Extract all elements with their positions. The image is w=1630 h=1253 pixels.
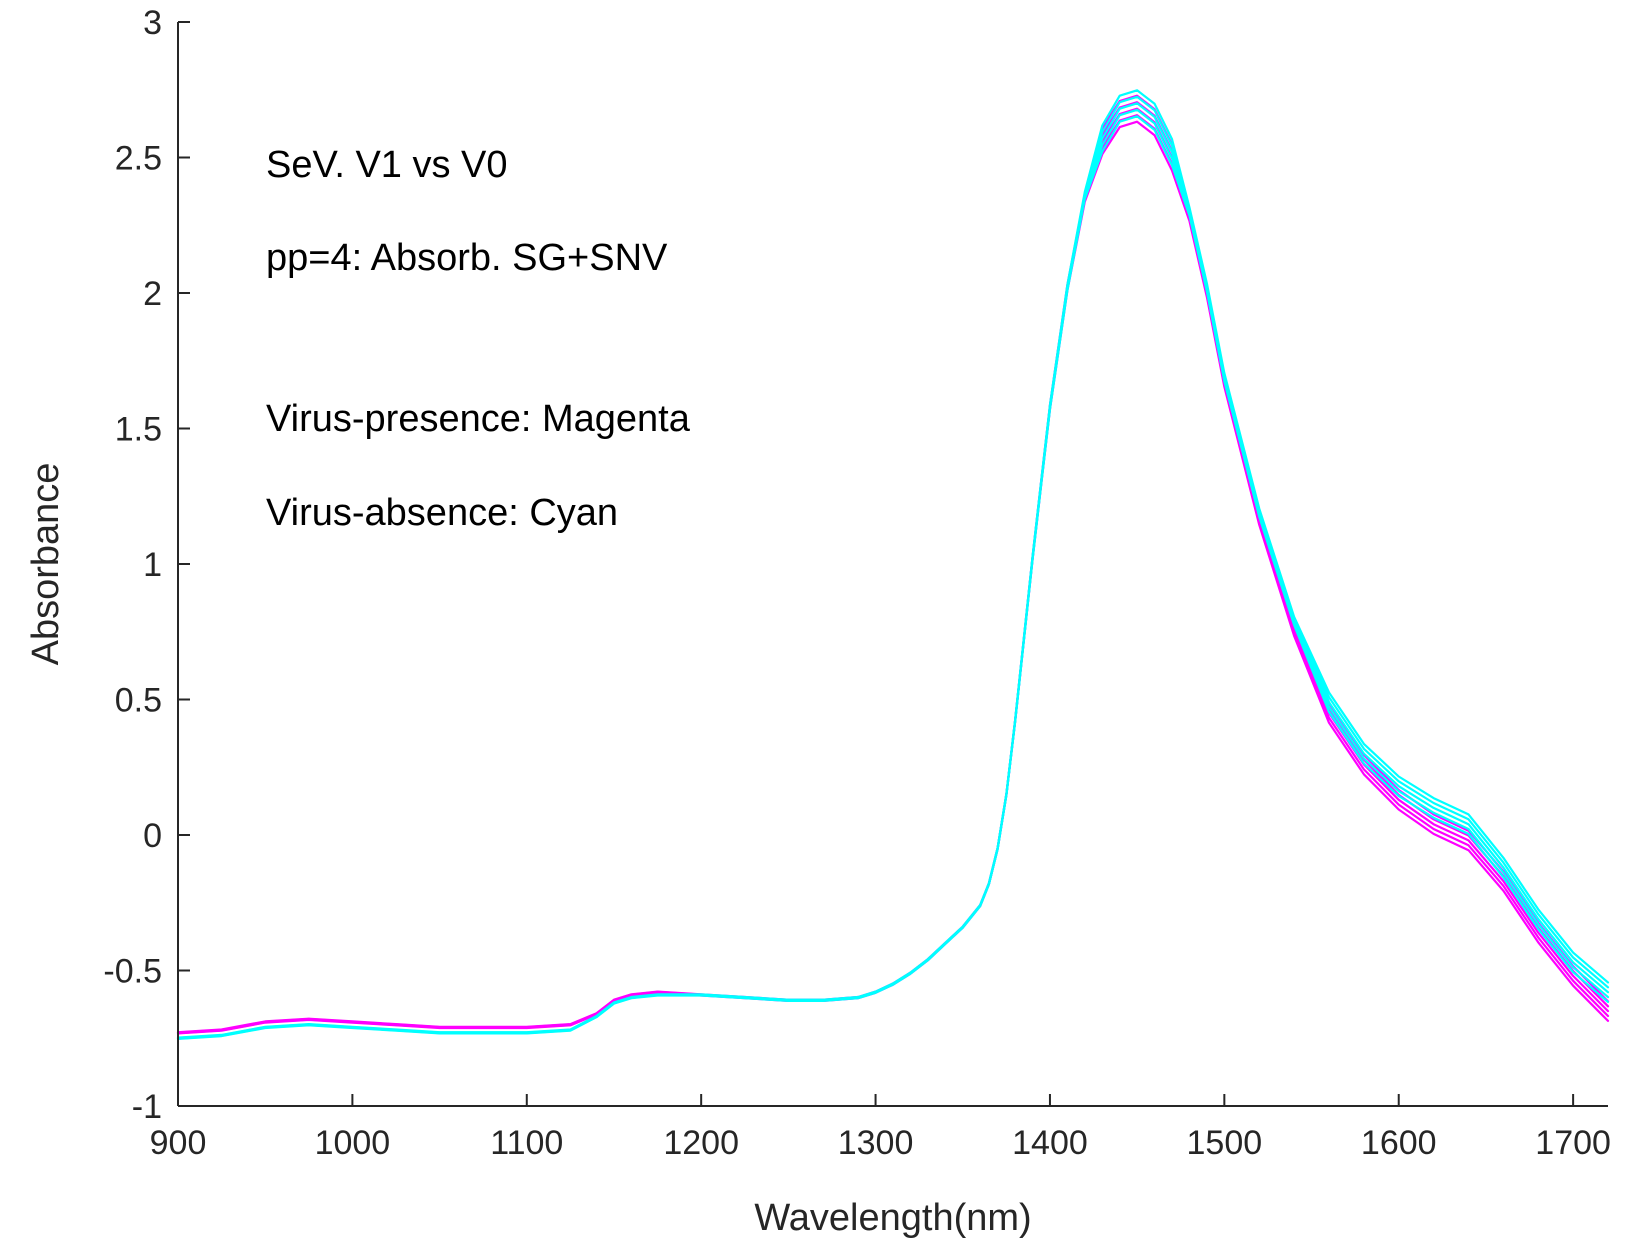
x-tick-label: 1100: [490, 1124, 563, 1162]
x-tick-label: 1400: [1012, 1124, 1088, 1162]
x-ticks: 900 1000 1100 1200 1300 1400 1500 1600 1700: [150, 1094, 1611, 1162]
x-tick-label: 900: [150, 1124, 207, 1162]
x-tick-label: 1600: [1361, 1124, 1437, 1162]
x-tick-label: 1500: [1187, 1124, 1263, 1162]
y-axis-title: Absorbance: [25, 463, 67, 666]
series-line-virus-absence: [176, 89, 1610, 1039]
annotation-virus-absence: Virus-absence: Cyan: [266, 492, 618, 534]
x-tick-label: 1300: [838, 1124, 914, 1162]
y-tick-label: 0.5: [115, 682, 162, 720]
y-tick-label: 2.5: [115, 140, 162, 178]
y-ticks: -1 -0.5 0 0.5 1 1.5 2 2.5 3: [103, 4, 190, 1126]
y-tick-label: 3: [143, 4, 162, 42]
x-tick-label: 1700: [1535, 1124, 1611, 1162]
y-tick-label: 1.5: [115, 411, 162, 449]
annotation-preprocessing: pp=4: Absorb. SG+SNV: [266, 237, 668, 279]
y-tick-label: 1: [143, 546, 162, 584]
x-tick-label: 1000: [315, 1124, 391, 1162]
y-tick-label: 2: [143, 275, 162, 313]
x-axis-title: Wavelength(nm): [754, 1197, 1031, 1239]
x-tick-label: 1200: [663, 1124, 739, 1162]
y-tick-label: 0: [143, 817, 162, 855]
y-tick-label: -0.5: [103, 953, 162, 991]
series-layer: [176, 89, 1610, 1040]
annotation-virus-presence: Virus-presence: Magenta: [266, 398, 691, 440]
annotation-title: SeV. V1 vs V0: [266, 144, 508, 186]
y-tick-label: -1: [132, 1088, 162, 1126]
